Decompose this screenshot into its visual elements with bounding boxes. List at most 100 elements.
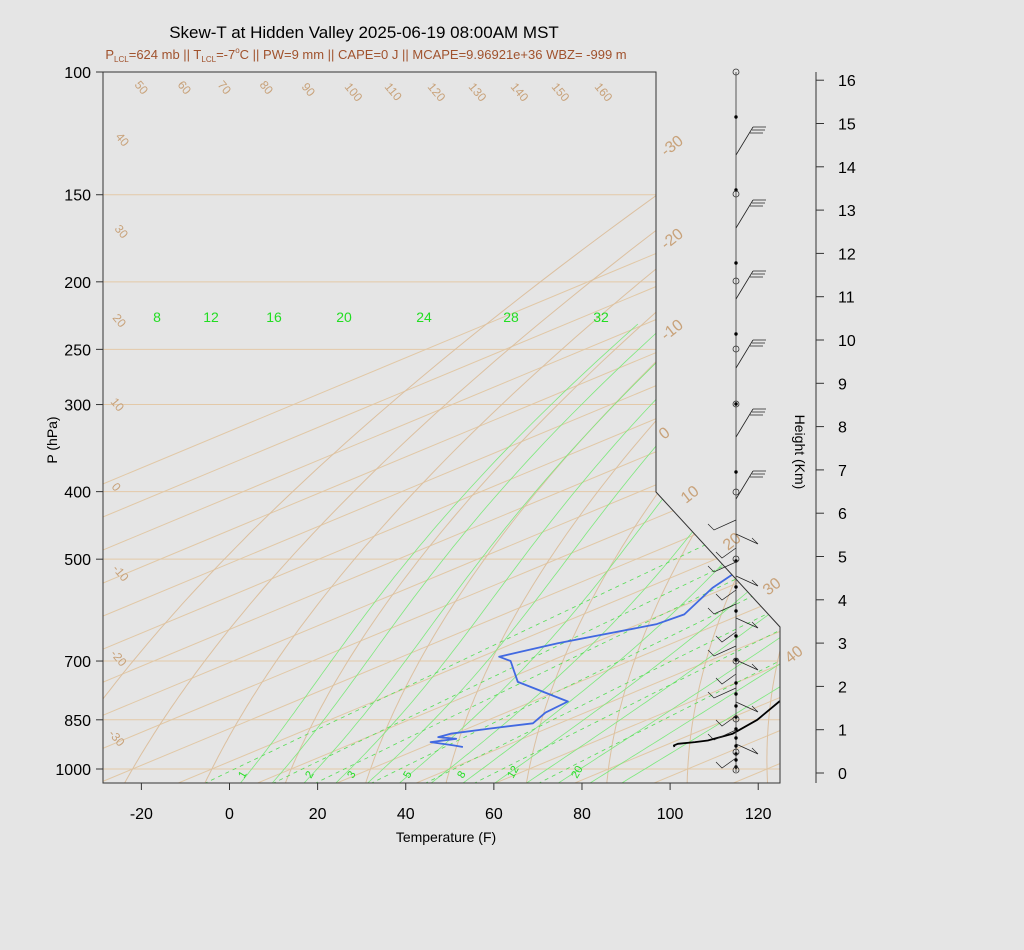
dry-adiabat-label: 140 (508, 80, 532, 105)
moist-adiabat-line (334, 323, 731, 783)
calm-circle (732, 748, 740, 756)
dry-adiabat-label: -10 (110, 562, 132, 585)
mixing-ratio-label: 20 (569, 764, 586, 781)
mixing-ratio-line (472, 491, 780, 783)
isotherm-line (176, 72, 780, 783)
wind-barb (735, 408, 766, 438)
wind-barb (735, 575, 759, 587)
x-tick-label: 80 (573, 806, 591, 823)
wind-level-dot (734, 758, 738, 762)
isotherm-line (731, 72, 780, 783)
wind-barb (715, 589, 737, 601)
isotherm-label: 0 (656, 424, 674, 443)
moist-adiabat-line (303, 323, 697, 783)
y-tick-label: 500 (64, 552, 91, 569)
moist-adiabat-line (366, 323, 770, 783)
wind-barb (735, 617, 759, 629)
height-tick-label: 4 (838, 593, 847, 610)
dry-adiabat-line (103, 72, 780, 783)
isotherm-label: -10 (658, 316, 687, 344)
moist-adiabat-label: 32 (593, 309, 609, 325)
wind-level-dot (734, 585, 738, 589)
calm-circle (732, 400, 740, 408)
dry-adiabat-line (920, 72, 1024, 784)
dry-adiabat-label: 110 (382, 80, 405, 104)
wind-level-dot (734, 736, 738, 740)
mixing-ratio-label: 3 (345, 769, 358, 780)
mixing-ratio-line (424, 491, 780, 783)
height-tick-label: 8 (838, 420, 847, 437)
isotherm-line (103, 72, 780, 783)
dry-adiabat-label: 20 (110, 311, 130, 330)
height-tick-label: 9 (838, 376, 847, 393)
y-tick-label: 150 (64, 188, 91, 205)
dry-adiabat-line (606, 72, 780, 783)
wind-level-dot (734, 704, 738, 708)
calm-circle (732, 190, 740, 198)
wind-barb (707, 603, 737, 615)
wind-barb (735, 126, 766, 156)
wind-level-dot (734, 727, 738, 731)
dry-adiabat-label: 10 (108, 395, 128, 414)
isotherm-line (414, 72, 780, 783)
dry-adiabat-line (525, 72, 780, 783)
calm-circle (732, 277, 740, 285)
calm-circle (732, 68, 740, 76)
dry-adiabat-label: 160 (592, 80, 616, 105)
isotherm-line (103, 72, 780, 783)
dry-adiabat-line (766, 72, 780, 783)
dewpoint-line (429, 72, 780, 748)
wind-barb (735, 270, 766, 300)
wind-level-dot (734, 115, 738, 119)
height-tick-label: 0 (838, 766, 847, 783)
plot-area (102, 71, 1024, 784)
dry-adiabat-label: 80 (257, 78, 277, 97)
y-axis-title: P (hPa) (44, 416, 60, 463)
wind-barb (735, 659, 759, 671)
mixing-ratio-label: 5 (401, 769, 414, 780)
moist-adiabat-line (556, 323, 780, 783)
wind-barb (735, 533, 759, 545)
calm-circle (732, 766, 740, 774)
dry-adiabat-label: 120 (425, 80, 449, 105)
y-tick-label: 250 (64, 342, 91, 359)
height-tick-label: 1 (838, 723, 847, 740)
wind-level-dot (734, 744, 738, 748)
dry-adiabat-label: 70 (215, 78, 235, 97)
dry-adiabat-label: 150 (549, 80, 573, 105)
isotherm-line (103, 72, 780, 783)
dry-adiabat-line (204, 72, 780, 783)
moist-adiabat-line (493, 323, 780, 783)
dry-adiabat-line (123, 72, 780, 783)
wind-level-dot (734, 261, 738, 265)
dry-adiabat-label: 100 (342, 80, 366, 105)
dry-adiabat-line (844, 72, 1024, 784)
isotherm-line (103, 72, 780, 783)
height-tick-label: 16 (838, 73, 856, 90)
dry-adiabat-label: 50 (132, 78, 152, 97)
isotherm-label: 10 (678, 483, 703, 507)
height-tick-label: 10 (838, 333, 856, 350)
mixing-ratio-line (537, 491, 780, 783)
dry-adiabat-label: 40 (113, 130, 133, 149)
moist-adiabat-label: 8 (153, 309, 161, 325)
moist-adiabat-line (398, 323, 780, 783)
wind-barb (715, 715, 737, 727)
x-tick-label: 40 (397, 806, 415, 823)
plot-border (102, 71, 781, 784)
mixing-ratio-label: 8 (455, 769, 468, 780)
height-tick-label: 6 (838, 506, 847, 523)
y-tick-label: 400 (64, 485, 91, 502)
dry-adiabat-line (992, 72, 1024, 784)
height-tick-label: 11 (838, 290, 855, 307)
x-axis-title: Temperature (F) (396, 829, 496, 845)
y-tick-label: 1000 (55, 762, 91, 779)
height-tick-label: 15 (838, 117, 856, 134)
dry-adiabat-line (284, 72, 780, 783)
y-tick-label: 700 (64, 654, 91, 671)
dry-adiabat-label: 130 (466, 80, 490, 105)
wind-barb (735, 470, 766, 500)
mixing-ratio-line (314, 491, 780, 783)
